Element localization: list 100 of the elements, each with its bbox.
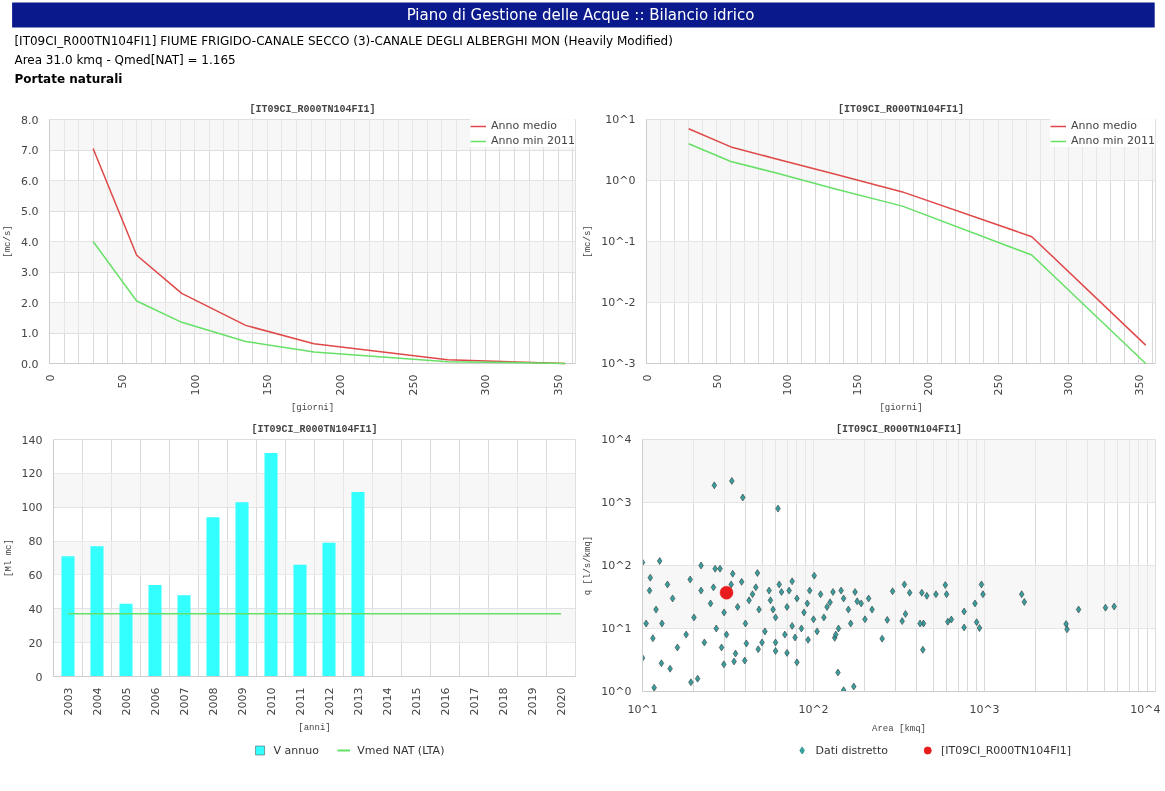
x-tick-label: 10^3 bbox=[969, 702, 1000, 716]
y-tick-label: 10^0 bbox=[605, 174, 636, 187]
y-axis-title: q [l/s/kmq] bbox=[583, 535, 594, 596]
x-tick-label: 100 bbox=[188, 374, 202, 396]
y-tick-label: 10^0 bbox=[601, 685, 632, 698]
text: [IT09CI_R000TN104FI1] FIUME FRIGIDO-CANALE SECCO (3)-CANALE DEGLI ALBERGHI MON (Heavily Modified) bbox=[14, 33, 673, 48]
x-tick-label: 10^4 bbox=[1130, 702, 1161, 716]
x-tick-label: 10^1 bbox=[627, 702, 658, 716]
y-tick-label: 10^3 bbox=[601, 496, 632, 509]
x-tick-label: 50 bbox=[116, 374, 130, 389]
x-tick-label: 2016 bbox=[439, 687, 452, 716]
bar bbox=[264, 453, 278, 677]
y-tick-label: 4.0 bbox=[21, 235, 39, 249]
x-tick-label: 2010 bbox=[265, 687, 278, 716]
y-tick-label: 40 bbox=[28, 602, 43, 616]
bar bbox=[177, 595, 191, 677]
y-axis-title: [Ml mc] bbox=[3, 539, 14, 577]
x-tick-label: 0 bbox=[640, 374, 654, 382]
x-tick-label: 2007 bbox=[178, 687, 191, 716]
x-tick-label: 350 bbox=[552, 374, 566, 396]
y-tick-label: 140 bbox=[21, 433, 43, 447]
x-tick-label: 2011 bbox=[294, 687, 307, 716]
x-tick-label: 100 bbox=[781, 374, 795, 396]
chart-title: [IT09CI_R000TN104FI1] bbox=[251, 423, 378, 435]
bar bbox=[322, 542, 336, 677]
y-tick-label: 10^-1 bbox=[601, 235, 636, 248]
y-tick-label: 8.0 bbox=[21, 113, 39, 127]
y-tick-label: 1.0 bbox=[21, 327, 39, 340]
bar bbox=[148, 585, 162, 677]
y-axis-title: [mc/s] bbox=[583, 225, 594, 258]
bar bbox=[293, 564, 307, 677]
y-axis-title: [mc/s] bbox=[3, 225, 14, 258]
y-tick-label: 20 bbox=[28, 636, 43, 650]
y-tick-label: 120 bbox=[21, 467, 43, 481]
x-tick-label: 2018 bbox=[497, 687, 510, 716]
x-tick-label: 300 bbox=[479, 374, 493, 396]
y-tick-label: 10^1 bbox=[601, 622, 632, 635]
y-tick-label: 10^2 bbox=[601, 559, 632, 572]
y-tick-label: 3.0 bbox=[21, 266, 39, 279]
x-tick-label: 2006 bbox=[149, 687, 162, 716]
text: Portate naturali bbox=[14, 72, 123, 87]
x-tick-label: 0 bbox=[43, 374, 57, 382]
y-tick-label: 10^-2 bbox=[601, 296, 636, 309]
y-tick-label: 100 bbox=[21, 501, 43, 515]
x-tick-label: 2005 bbox=[120, 687, 133, 716]
x-tick-label: 2019 bbox=[526, 687, 539, 716]
y-tick-label: 2.0 bbox=[21, 296, 39, 310]
y-tick-label: 0 bbox=[35, 670, 43, 684]
x-tick-label: 150 bbox=[261, 374, 275, 396]
y-tick-label: 80 bbox=[28, 535, 43, 549]
y-tick-label: 10^1 bbox=[605, 113, 636, 126]
legend-label: V annuo bbox=[273, 744, 320, 757]
x-tick-label: 50 bbox=[710, 374, 724, 389]
legend-label: Anno min 2011 bbox=[491, 134, 575, 147]
x-tick-label: 10^2 bbox=[798, 702, 829, 716]
x-tick-label: 200 bbox=[334, 374, 348, 396]
chart-title: [IT09CI_R000TN104FI1] bbox=[837, 103, 965, 115]
x-tick-label: 2003 bbox=[62, 687, 75, 716]
legend-label: [IT09CI_R000TN104FI1] bbox=[941, 744, 1072, 757]
x-tick-label: 150 bbox=[851, 374, 865, 396]
x-tick-label: 2004 bbox=[91, 687, 104, 716]
x-axis-title: [giorni] bbox=[879, 403, 923, 414]
legend-label: Vmed NAT (LTA) bbox=[357, 744, 445, 757]
x-tick-label: 300 bbox=[1062, 374, 1076, 396]
x-tick-label: 250 bbox=[992, 374, 1006, 396]
text: Area 31.0 kmq - Qmed[NAT] = 1.165 bbox=[14, 53, 236, 68]
x-tick-label: 2009 bbox=[236, 687, 249, 716]
bar bbox=[119, 603, 133, 677]
chart-title: [IT09CI_R000TN104FI1] bbox=[249, 103, 376, 115]
x-tick-label: 2020 bbox=[555, 687, 568, 716]
legend-label: Anno min 2011 bbox=[1071, 134, 1155, 147]
x-axis-title: [anni] bbox=[298, 723, 331, 734]
y-tick-label: 0.0 bbox=[21, 357, 39, 371]
y-tick-label: 6.0 bbox=[21, 174, 39, 188]
bar bbox=[235, 502, 249, 677]
y-tick-label: 60 bbox=[28, 568, 43, 582]
chart-title: [IT09CI_R000TN104FI1] bbox=[835, 423, 963, 435]
bar bbox=[90, 546, 104, 677]
legend-label: Anno medio bbox=[1071, 119, 1138, 132]
x-tick-label: 200 bbox=[921, 374, 935, 396]
y-tick-label: 5.0 bbox=[21, 205, 39, 218]
x-tick-label: 2013 bbox=[352, 687, 365, 716]
x-tick-label: 2014 bbox=[381, 687, 394, 716]
legend-label: Anno medio bbox=[491, 119, 558, 132]
legend-label: Dati distretto bbox=[815, 744, 889, 757]
x-tick-label: 350 bbox=[1132, 374, 1146, 396]
y-tick-label: 10^4 bbox=[601, 433, 632, 446]
y-tick-label: 7.0 bbox=[21, 144, 39, 157]
x-axis-title: Area [kmq] bbox=[872, 723, 927, 734]
x-axis-title: [giorni] bbox=[290, 403, 335, 414]
x-tick-label: 250 bbox=[406, 374, 420, 396]
bar bbox=[206, 517, 220, 677]
x-tick-label: 2012 bbox=[323, 687, 336, 716]
bar bbox=[351, 491, 365, 677]
text: Piano di Gestione delle Acque :: Bilancio idrico bbox=[406, 5, 755, 24]
bar bbox=[61, 556, 75, 677]
line-series bbox=[92, 240, 567, 365]
x-tick-label: 2017 bbox=[468, 687, 481, 716]
x-tick-label: 2008 bbox=[207, 687, 220, 716]
x-tick-label: 2015 bbox=[410, 687, 423, 716]
